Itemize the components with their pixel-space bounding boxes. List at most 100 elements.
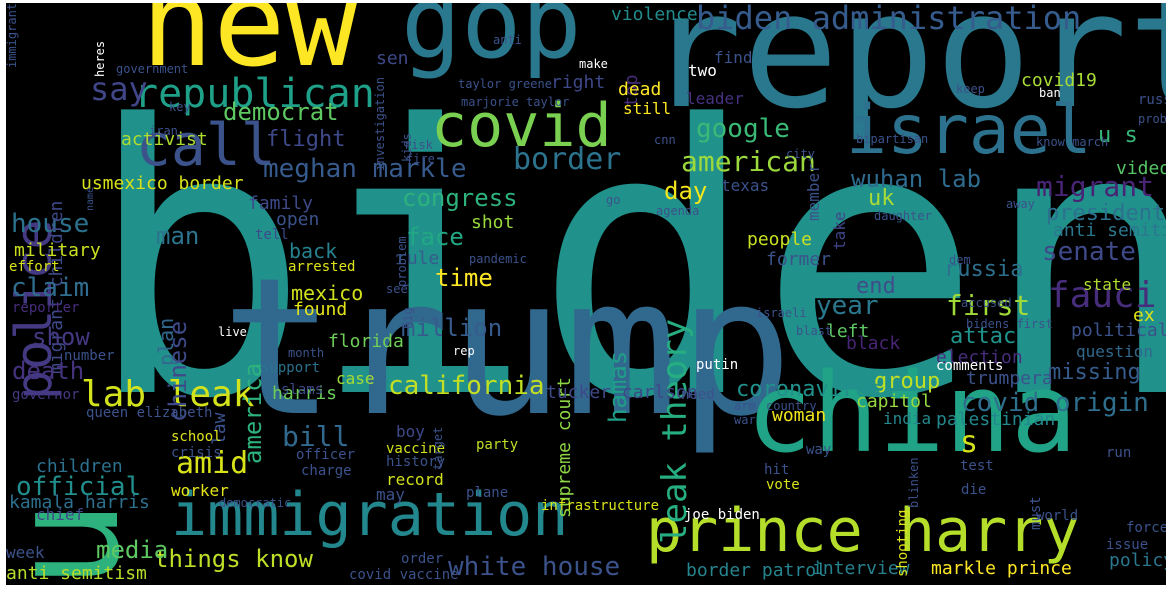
word-arrested: arrested bbox=[288, 259, 356, 275]
word-accused: accused bbox=[961, 296, 1012, 310]
word-border-patrol: border patrol bbox=[686, 560, 827, 581]
word-putin: putin bbox=[696, 357, 739, 373]
word-face: face bbox=[406, 223, 464, 251]
word-video: video bbox=[1116, 158, 1166, 179]
word-month: month bbox=[288, 346, 325, 360]
word-anti-semitism: anti semitism bbox=[6, 563, 147, 584]
word-death: death bbox=[12, 357, 85, 385]
word-tell: tell bbox=[255, 227, 289, 243]
word-blinken: blinken bbox=[907, 457, 921, 509]
word-keep: keep bbox=[956, 82, 985, 96]
word-governor: governor bbox=[12, 387, 80, 403]
word-back: back bbox=[289, 239, 338, 263]
word-cloud: bidenutrumpreportnewgopchinaimmigrationp… bbox=[6, 3, 1166, 585]
word-bipartisan: bipartisan bbox=[856, 132, 929, 146]
word-party: party bbox=[476, 437, 519, 453]
word-biden: biden bbox=[86, 47, 1166, 480]
word-gop: gop bbox=[401, 3, 582, 81]
word-two: two bbox=[688, 61, 717, 80]
word-border: border bbox=[513, 142, 622, 177]
word-bidens-first: bidens first bbox=[966, 317, 1053, 331]
word-cnn: cnn bbox=[654, 133, 676, 147]
word-must: must bbox=[1028, 495, 1044, 530]
word-wuhan-lab: wuhan lab bbox=[851, 165, 982, 193]
word-political: political bbox=[1071, 320, 1166, 341]
word-iran: iran bbox=[149, 124, 178, 138]
word-family: family bbox=[248, 193, 314, 214]
word-call: call bbox=[136, 111, 276, 179]
word-joe-biden: joe biden bbox=[684, 507, 760, 523]
word-mexico: mexico bbox=[291, 281, 364, 305]
word-ban: ban bbox=[1039, 86, 1061, 100]
word-probe: probe bbox=[1138, 112, 1166, 126]
word-find: find bbox=[714, 48, 753, 67]
word-boy: boy bbox=[396, 422, 425, 441]
word-china: china bbox=[746, 349, 1078, 477]
word-city: city bbox=[786, 147, 815, 161]
word-biden-administration: biden administration bbox=[696, 3, 1082, 37]
word-name: name bbox=[85, 186, 96, 211]
word-markle-prince: markle prince bbox=[931, 558, 1072, 579]
word-force: force bbox=[1126, 520, 1166, 536]
word-still: still bbox=[623, 99, 672, 118]
word-dem: dem bbox=[949, 253, 971, 267]
word-history: history bbox=[386, 454, 446, 470]
word-things-know: things know bbox=[154, 545, 313, 573]
word-children: children bbox=[36, 456, 123, 477]
word-president: president bbox=[1046, 201, 1166, 226]
word-pandemic: pandemic bbox=[469, 252, 527, 266]
word-violence: violence bbox=[611, 4, 698, 25]
word-rule: rule bbox=[396, 248, 440, 269]
word-shooting: shooting bbox=[895, 509, 911, 578]
word-run: run bbox=[1106, 445, 1132, 461]
word-die: die bbox=[961, 482, 987, 498]
word-year: year bbox=[816, 291, 879, 321]
word-taylor-greene: taylor greene bbox=[458, 77, 552, 91]
word-day: day bbox=[664, 177, 708, 205]
word-covid: covid bbox=[431, 91, 612, 161]
word-leader: leader bbox=[686, 89, 744, 108]
word-make: make bbox=[579, 57, 608, 71]
word-problem: problem bbox=[395, 236, 409, 288]
word-california: california bbox=[388, 371, 545, 401]
word-russian: russian bbox=[1138, 92, 1166, 108]
word-vote: vote bbox=[766, 477, 800, 493]
word-state: state bbox=[1083, 275, 1132, 294]
word-way: way bbox=[806, 442, 832, 458]
word-chief: chief bbox=[36, 505, 85, 524]
word-daughter: daughter bbox=[874, 209, 932, 223]
word-slams: slams bbox=[281, 382, 324, 398]
word-kamala-harris: kamala harris bbox=[9, 492, 150, 513]
word-texas: texas bbox=[721, 176, 770, 195]
word-worker: worker bbox=[171, 481, 229, 500]
word-house: house bbox=[11, 209, 90, 239]
word-harris: harris bbox=[272, 383, 338, 404]
word-heres: heres bbox=[93, 40, 107, 77]
word-white-house: white house bbox=[448, 552, 621, 582]
word-election: election bbox=[936, 347, 1023, 368]
word-prince-harry: prince harry bbox=[646, 496, 1080, 566]
word-official: official bbox=[16, 472, 142, 502]
word-investigation: investigation bbox=[373, 76, 387, 171]
word-fire: fire bbox=[406, 152, 435, 166]
word-trump: trump bbox=[221, 237, 793, 458]
word-black: black bbox=[846, 333, 901, 354]
word-see: see bbox=[386, 282, 408, 296]
word-bill: bill bbox=[282, 420, 350, 453]
word-capitol: capitol bbox=[856, 391, 932, 412]
word-marjorie-taylor: marjorie taylor bbox=[461, 95, 570, 109]
word-american: american bbox=[681, 145, 816, 178]
word-need: need bbox=[681, 387, 715, 403]
word-country: country bbox=[766, 399, 817, 413]
word-queen-elizabeth: queen elizabeth bbox=[86, 405, 213, 421]
word-charge: charge bbox=[301, 463, 352, 479]
word-comments: comments bbox=[936, 358, 1004, 374]
word-s: s bbox=[960, 425, 979, 460]
word-former: former bbox=[766, 249, 832, 270]
word-agenda: agenda bbox=[656, 204, 700, 218]
word-live: live bbox=[218, 325, 247, 339]
word-vaccine: vaccine bbox=[386, 441, 446, 457]
word-reporter: reporter bbox=[12, 300, 80, 316]
word-covid-vaccine: covid vaccine bbox=[349, 567, 459, 583]
word-time: time bbox=[435, 264, 493, 292]
